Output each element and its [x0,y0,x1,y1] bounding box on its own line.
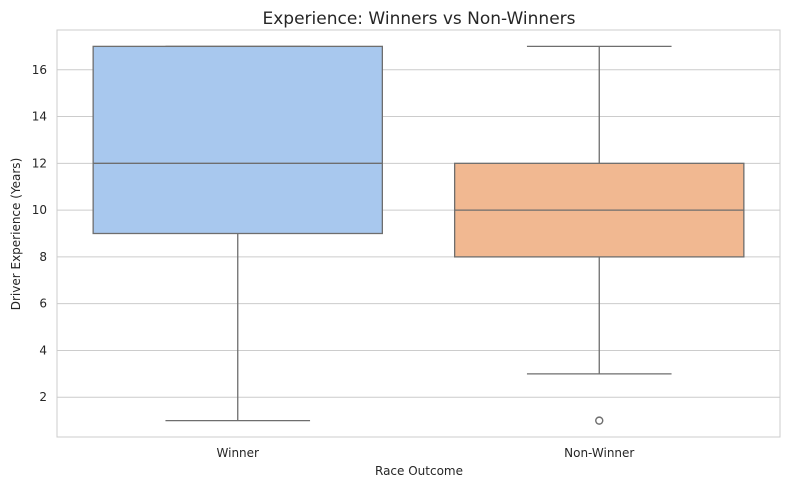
x-tick-label: Non-Winner [564,446,634,460]
box-winner [92,45,384,422]
x-tick-labels: Winner Non-Winner [217,446,635,460]
chart-title: Experience: Winners vs Non-Winners [262,9,575,29]
y-tick-label: 6 [39,297,47,311]
iqr-box [92,45,384,235]
outlier-point [595,416,604,425]
y-tick-label: 4 [39,343,47,357]
y-tick-label: 14 [32,110,47,124]
y-tick-label: 8 [39,250,47,264]
y-tick-label: 12 [32,156,47,170]
y-axis-label: Driver Experience (Years) [9,158,23,311]
y-tick-label: 10 [32,203,47,217]
y-tick-labels: 2 4 6 8 10 12 14 16 [32,63,47,404]
box-layer [92,45,745,425]
y-tick-label: 16 [32,63,47,77]
y-tick-label: 2 [39,390,47,404]
box-non-winner [453,45,745,425]
x-axis-label: Race Outcome [375,464,463,478]
x-tick-label: Winner [217,446,260,460]
plot-frame [56,29,781,438]
